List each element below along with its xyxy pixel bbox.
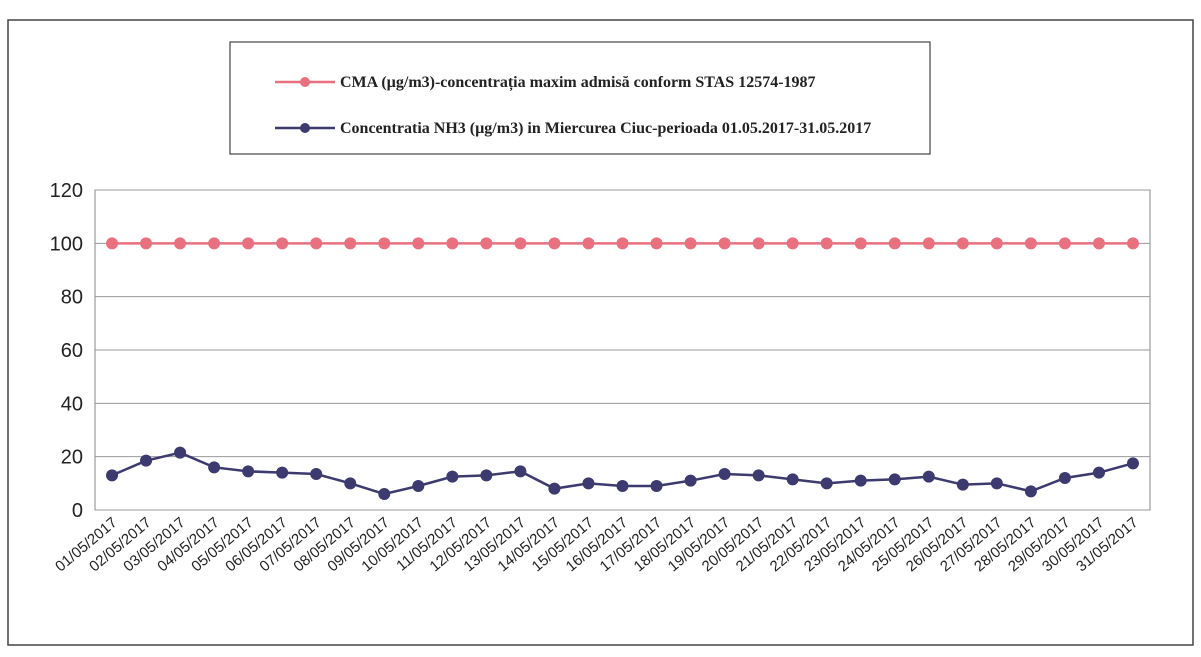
data-point (1126, 237, 1139, 250)
data-point (276, 466, 289, 479)
data-point (1024, 485, 1037, 498)
data-point (514, 465, 527, 478)
data-point (276, 237, 289, 250)
data-point (548, 237, 561, 250)
data-point (480, 237, 493, 250)
data-point (854, 474, 867, 487)
y-tick-label: 60 (61, 340, 83, 362)
data-point (344, 477, 357, 490)
data-point (1092, 466, 1105, 479)
data-point (718, 468, 731, 480)
y-tick-label: 40 (61, 393, 83, 415)
data-point (922, 470, 935, 483)
data-point (480, 469, 493, 482)
y-tick-label: 0 (72, 500, 83, 522)
data-point (820, 237, 833, 250)
data-point (922, 237, 935, 250)
data-point (786, 473, 799, 486)
data-point (888, 237, 901, 250)
data-point (1058, 237, 1071, 250)
data-point (378, 488, 391, 500)
y-tick-label: 100 (50, 233, 83, 255)
legend-label: CMA (µg/m3)-concentrația maxim admisă co… (340, 74, 816, 92)
data-point (616, 237, 629, 250)
data-point (310, 468, 323, 480)
data-point (446, 470, 459, 483)
data-point (854, 237, 867, 250)
data-point (242, 237, 255, 250)
y-tick-label: 80 (61, 287, 83, 309)
data-point (888, 473, 901, 486)
y-tick-label: 120 (50, 180, 83, 202)
data-point (1126, 457, 1139, 470)
data-point (446, 237, 459, 250)
data-point (242, 465, 255, 478)
data-point (684, 474, 697, 487)
legend-label: Concentratia NH3 (µg/m3) in Miercurea Ci… (340, 120, 871, 137)
legend-box (229, 41, 931, 155)
data-point (140, 454, 153, 467)
data-point (412, 480, 425, 492)
data-point (344, 237, 357, 250)
data-point (820, 477, 833, 490)
data-point (208, 237, 221, 250)
data-point (548, 482, 561, 495)
data-point (582, 237, 595, 250)
data-point (412, 237, 425, 250)
data-point (106, 237, 119, 250)
data-point (582, 477, 595, 490)
y-tick-label: 20 (61, 447, 83, 469)
data-point (752, 237, 765, 250)
data-point (106, 469, 119, 482)
data-point (684, 237, 697, 250)
data-point (956, 237, 969, 250)
data-point (650, 237, 663, 250)
data-point (174, 237, 187, 250)
data-point (514, 237, 527, 250)
legend-marker (300, 123, 310, 133)
data-point (752, 469, 765, 482)
data-point (140, 237, 153, 250)
data-point (616, 480, 629, 492)
data-point (650, 480, 663, 492)
data-point (956, 478, 969, 491)
data-point (786, 237, 799, 250)
data-point (378, 237, 391, 250)
data-point (990, 237, 1003, 250)
data-point (1058, 472, 1071, 484)
data-point (208, 461, 221, 474)
data-point (310, 237, 323, 250)
data-point (990, 477, 1003, 490)
legend-marker (300, 77, 310, 87)
data-point (718, 237, 731, 250)
data-point (1024, 237, 1037, 250)
data-point (1092, 237, 1105, 250)
data-point (174, 446, 187, 459)
